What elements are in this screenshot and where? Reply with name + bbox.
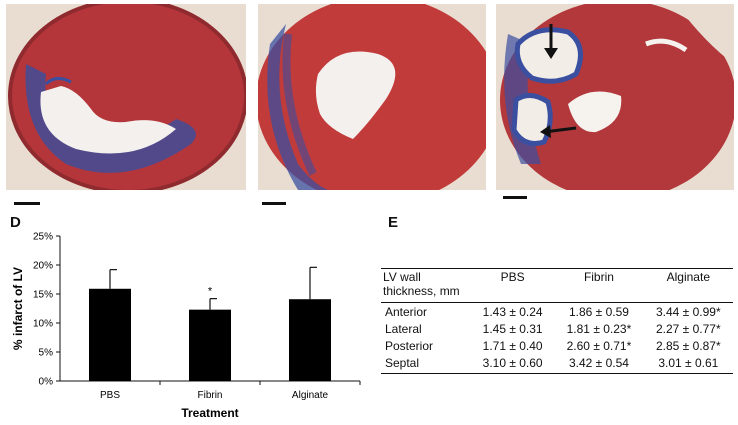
table-row: Septal 3.10 ± 0.60 3.42 ± 0.54 3.01 ± 0.… [381, 354, 733, 374]
y-tick-label: 5% [39, 348, 54, 359]
table-cell: Posterior [385, 339, 434, 353]
table-row: Anterior 1.43 ± 0.24 1.86 ± 0.59 3.44 ± … [381, 303, 733, 321]
table-cell: 1.45 ± 0.31 [482, 322, 543, 336]
x-tick-label: Alginate [292, 390, 329, 401]
table-cell: 3.44 ± 0.99* [655, 305, 721, 319]
panel-label-d: D [10, 214, 21, 231]
panel-label-e: E [388, 214, 399, 231]
table-header-cell: PBS [471, 268, 555, 303]
table-cell: 2.27 ± 0.77* [655, 322, 721, 336]
table-cell: 3.10 ± 0.60 [471, 354, 555, 374]
table-cell: 1.43 ± 0.24 [482, 305, 543, 319]
y-tick-label: 0% [39, 377, 54, 388]
table-cell: 1.71 ± 0.40 [482, 339, 543, 353]
x-axis-title: Treatment [181, 406, 238, 420]
y-tick-label: 25% [33, 232, 53, 243]
y-axis-title: % infarct of LV [11, 267, 25, 350]
scale-bar-c [503, 196, 527, 199]
table-cell: 2.85 ± 0.87* [655, 339, 721, 353]
table-row: Lateral 1.45 ± 0.31 1.81 ± 0.23* 2.27 ± … [381, 320, 733, 337]
x-tick-label: PBS [100, 390, 120, 401]
scale-bar-b [262, 202, 286, 205]
table-cell: Anterior [385, 305, 428, 319]
table-header-row: LV wall thickness, mm PBS Fibrin Alginat… [381, 268, 733, 303]
lv-wall-thickness-table: LV wall thickness, mm PBS Fibrin Alginat… [381, 268, 733, 374]
scale-bar-a [14, 202, 40, 205]
bar-chart: 0% 5% 10% 15% 20% 25% PBS * Fibrin Alginate Treatm… [11, 232, 361, 420]
significance-marker: * [208, 286, 213, 298]
bar [289, 299, 331, 381]
table-header-cell: Alginate [643, 268, 733, 303]
table-row: Posterior 1.71 ± 0.40 2.60 ± 0.71* 2.85 … [381, 337, 733, 354]
histology-image-c [496, 4, 734, 190]
table-cell: Lateral [385, 322, 422, 336]
table-cell: 1.81 ± 0.23* [566, 322, 632, 336]
histology-image-a [6, 4, 246, 190]
table-header-cell: LV wall thickness, mm [381, 268, 471, 303]
histology-image-b [258, 4, 486, 190]
table-header-cell: Fibrin [554, 268, 644, 303]
table-cell: 1.86 ± 0.59 [568, 305, 629, 319]
bar [89, 288, 131, 381]
y-tick-label: 20% [33, 261, 53, 272]
table-cell: 3.01 ± 0.61 [643, 354, 733, 374]
table-cell: Septal [381, 354, 471, 374]
table-cell: 2.60 ± 0.71* [566, 339, 632, 353]
y-tick-label: 15% [33, 290, 53, 301]
y-tick-label: 10% [33, 319, 53, 330]
x-tick-label: Fibrin [197, 390, 222, 401]
bar [189, 309, 231, 381]
table-cell: 3.42 ± 0.54 [554, 354, 644, 374]
